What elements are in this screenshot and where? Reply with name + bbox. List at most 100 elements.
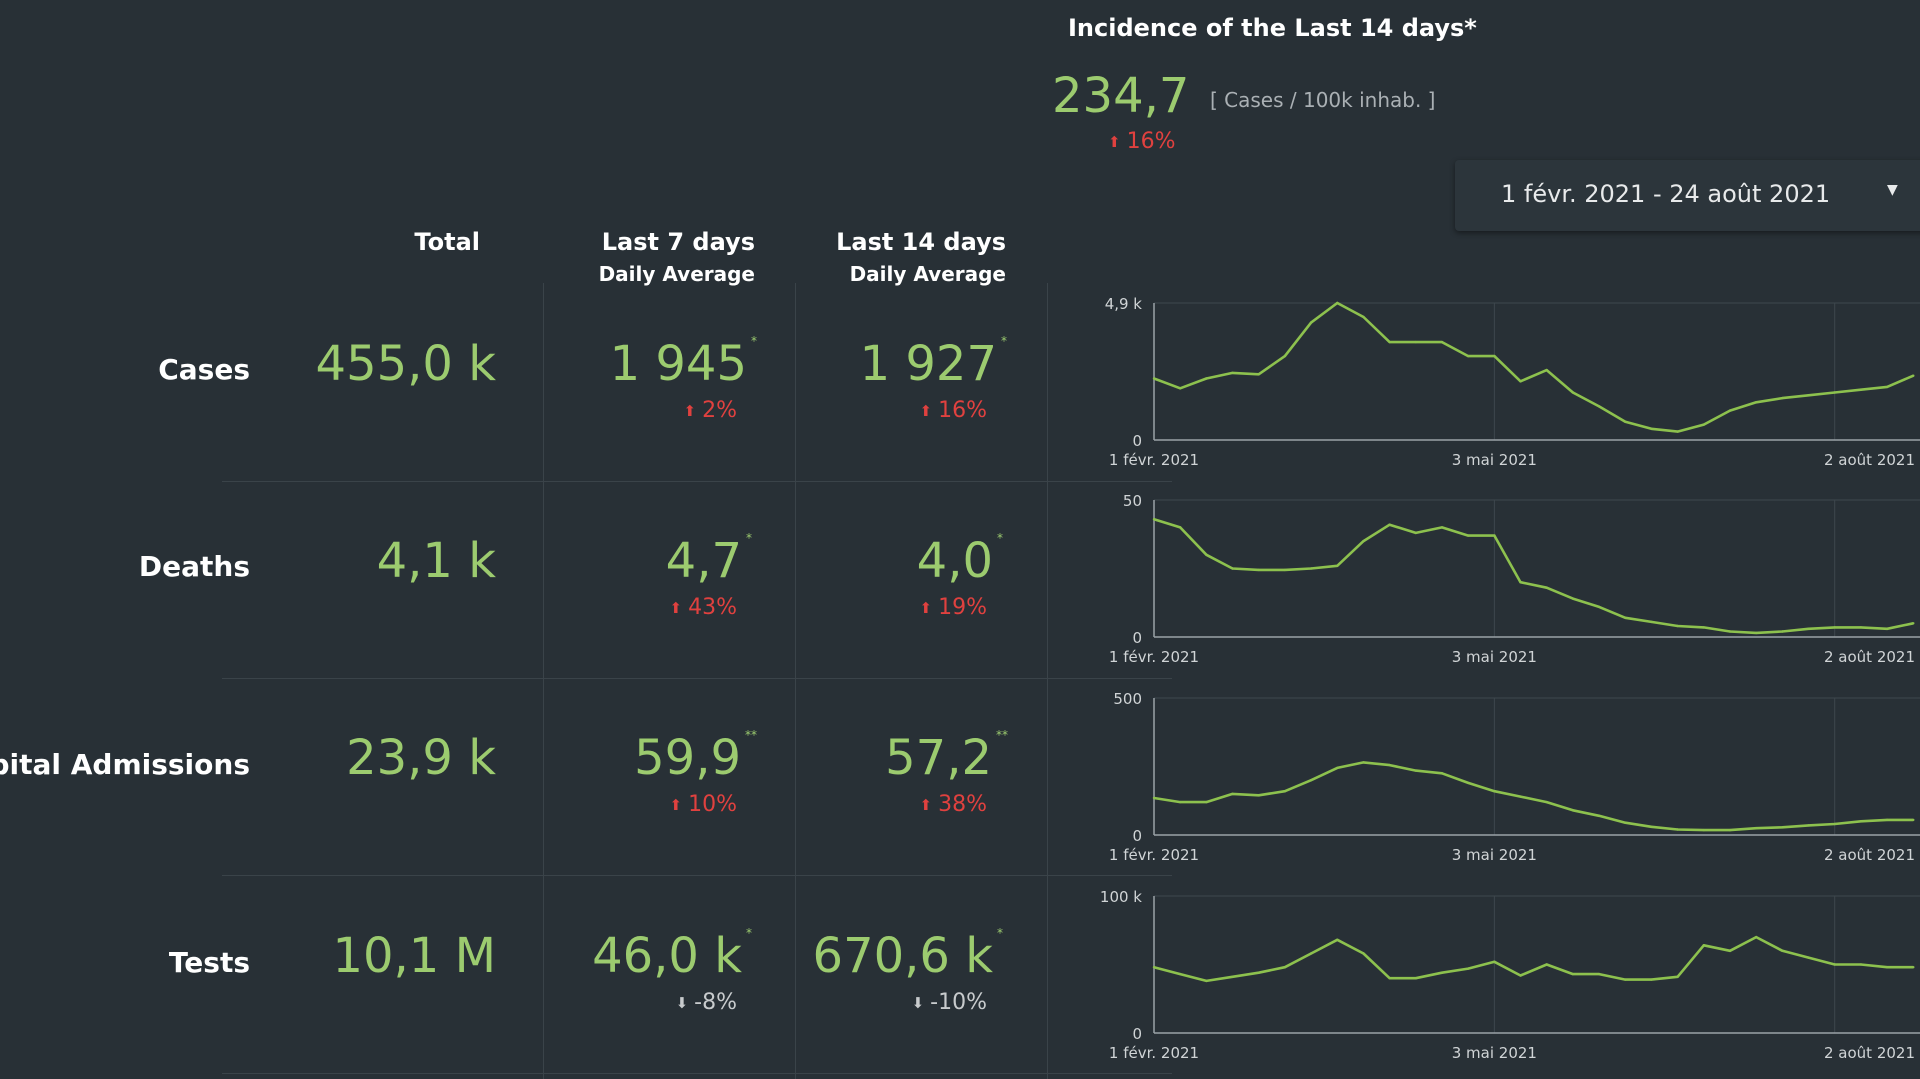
data-point [1781,630,1784,633]
data-point [1152,518,1156,521]
data-point [1912,818,1915,822]
x-tick-label: 3 mai 2021 [1452,648,1537,666]
last7-value: 46,0 k * [592,926,752,984]
data-point [1597,405,1601,408]
last14-delta: ⬆ 19% [919,595,987,620]
data-point [1388,763,1391,767]
data-point [1807,394,1810,397]
arrow-up-icon: ⬆ [683,402,697,420]
data-point [1414,769,1417,772]
data-point [1309,952,1313,955]
cases-trend-chart: 0 4,9 k 1 févr. 2021 3 mai 2021 2 août 2021 [1105,295,1920,469]
last14-value: 1 927 * [859,334,1007,392]
data-point [1728,630,1732,633]
total-value: 455,0 k [315,336,496,392]
data-point [1597,605,1601,609]
data-point [1728,949,1732,952]
data-point [1257,794,1260,797]
data-point [1755,631,1758,635]
column-header-last7: Last 7 days Daily Average [598,228,755,286]
x-tick-label: 2 août 2021 [1824,1044,1915,1062]
data-point [1467,534,1470,537]
last7-value: 1 945 * [609,334,757,392]
y-tick-label: 4,9 k [1105,295,1143,313]
incidence-unit: [ Cases / 100k inhab. ] [1210,88,1436,112]
data-point [1336,766,1339,770]
last7-delta: ⬇ -8% [675,990,737,1015]
data-point [1702,626,1705,629]
data-point [1362,539,1365,543]
x-tick-label: 2 août 2021 [1824,846,1915,864]
tests-trend-chart: 0 100 k 1 févr. 2021 3 mai 2021 2 août 2021 [1100,888,1920,1062]
data-point [1702,944,1705,947]
data-point [1388,523,1391,526]
data-point [1676,624,1679,628]
y-tick-label: 0 [1132,629,1142,647]
series-line [1153,517,1914,635]
data-point [1414,531,1417,535]
data-point [1624,616,1627,619]
data-point [1179,387,1182,390]
column-divider [1047,283,1048,1079]
data-point [1571,809,1575,812]
data-point [1519,795,1522,798]
data-point [1362,952,1365,955]
data-point [1912,374,1915,377]
data-point [1283,966,1287,969]
data-point [1283,354,1287,358]
data-point [1309,779,1313,782]
data-point [1833,391,1836,394]
last7-delta: ⬆ 43% [669,595,737,620]
last14-delta: ⬆ 38% [919,792,987,817]
data-point [1885,627,1889,630]
data-point [1336,938,1339,941]
data-point [1624,821,1627,824]
data-point [1283,790,1287,793]
x-tick-label: 1 févr. 2021 [1109,648,1199,666]
total-value: 23,9 k [346,730,496,786]
row-divider [222,1073,1172,1074]
arrow-up-icon: ⬆ [1108,133,1121,151]
row-label: Cases [158,353,250,386]
row-label: Deaths [138,550,250,583]
last7-value: 59,9 ** [634,728,757,786]
data-point [1231,371,1234,375]
data-point [1152,377,1156,380]
data-point [1545,963,1548,966]
hospital-admissions-trend-chart: 0 500 1 févr. 2021 3 mai 2021 2 août 2021 [1109,690,1920,864]
y-tick-label: 50 [1123,492,1142,510]
last14-value: 57,2 ** [885,728,1008,786]
data-point [1467,781,1470,785]
y-tick-label: 0 [1132,432,1142,450]
data-point [1414,977,1417,980]
incidence-delta: ⬆ 16% [1108,129,1176,154]
data-point [1597,814,1601,817]
data-point [1519,974,1522,977]
data-point [1309,321,1313,324]
last14-delta: ⬆ 16% [919,398,987,423]
data-point [1362,315,1365,319]
total-value: 4,1 k [376,533,496,589]
row-divider [222,875,1172,876]
data-point [1205,553,1208,556]
data-point [1467,967,1470,970]
date-range-selector[interactable]: 1 févr. 2021 - 24 août 2021 ▼ [1455,160,1920,231]
data-point [1807,824,1810,827]
data-point [1885,385,1889,389]
data-point [1152,966,1156,969]
data-point [1702,828,1705,832]
x-tick-label: 1 févr. 2021 [1109,1044,1199,1062]
y-tick-label: 500 [1113,690,1142,708]
column-divider [543,283,544,1079]
data-point [1807,627,1810,630]
data-point [1859,388,1863,391]
data-point [1571,391,1575,394]
caret-down-icon[interactable]: ▼ [1887,182,1898,198]
x-tick-label: 1 févr. 2021 [1109,846,1199,864]
last14-delta: ⬇ -10% [911,990,987,1015]
data-point [1152,796,1156,800]
data-point [1807,956,1810,959]
data-point [1755,935,1758,939]
arrow-down-icon: ⬇ [911,994,925,1012]
last7-delta: ⬆ 2% [683,398,737,423]
